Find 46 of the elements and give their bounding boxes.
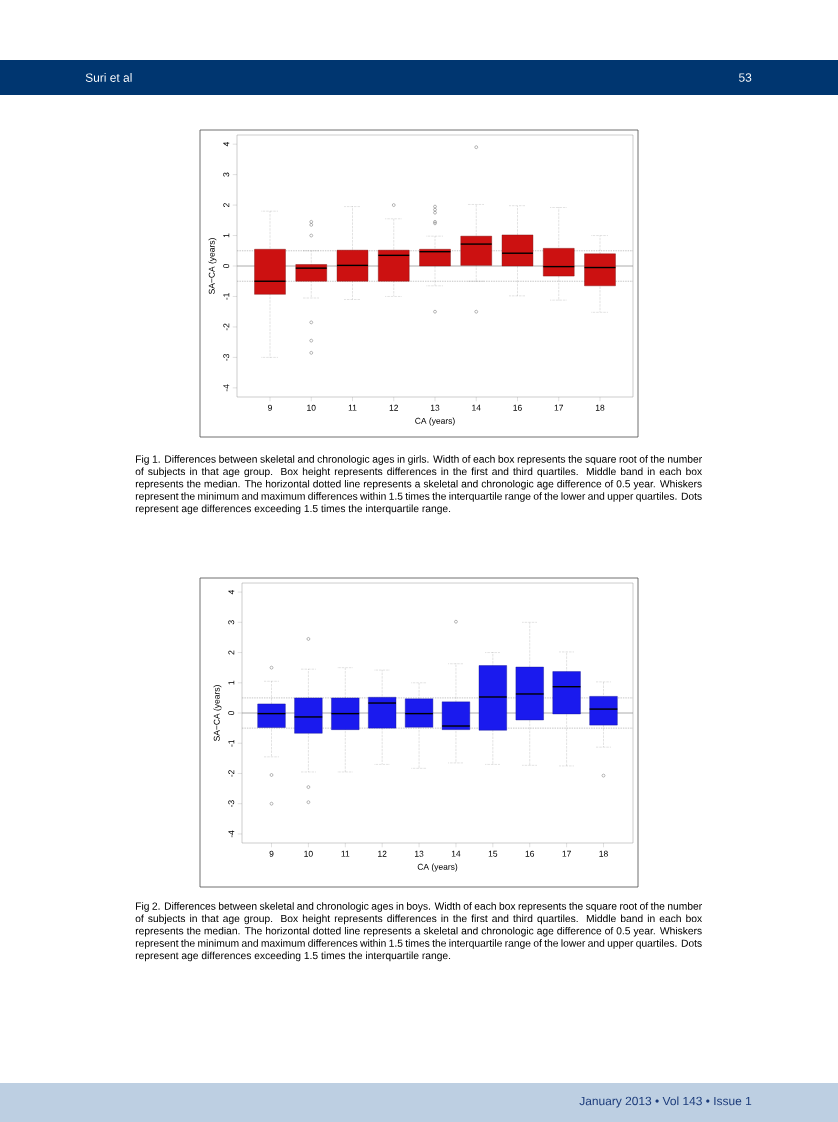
y-axis-title: SA−CA (years): [213, 685, 222, 741]
y-tick-label: 4: [223, 142, 230, 147]
x-tick-label: 15: [488, 850, 498, 857]
x-tick-label: 10: [307, 404, 316, 411]
y-tick-label: 3: [223, 172, 230, 177]
x-tick-label: 12: [378, 850, 387, 857]
y-tick-label: 2: [223, 203, 230, 208]
text: 53: [739, 73, 752, 82]
x-axis-title: CA (years): [417, 863, 458, 872]
y-tick-label: 0: [223, 263, 230, 269]
text: Suri et al: [85, 73, 132, 82]
caption: Fig 1. Differences between skeletal and chronologic ages in girls. Width of each box represents the square root of the number of subjects in that age group. Box height represents differences in the first and third quartiles. Middle band in each box represents the median. The horizontal dotted line represents a skeletal and chronologic age difference of 0.5 year. Whiskers represent the minimum and maximum differences within 1.5 times the interquartile range of the lower and upper quartiles. Dots represent age differences exceeding 1.5 times the interquartile range.: [135, 455, 702, 515]
x-tick-label: 17: [562, 850, 571, 857]
caption: Fig 2. Differences between skeletal and chronologic ages in boys. Width of each box represents the square root of the number of subjects in that age group. Box height represents differences in the first and third quartiles. Middle band in each box represents the median. The horizontal dotted line represents a skeletal and chronologic age difference of 0.5 year. Whiskers represent the minimum and maximum differences within 1.5 times the interquartile range of the lower and upper quartiles. Dots represent age differences exceeding 1.5 times the interquartile range.: [135, 902, 702, 962]
x-tick-label: 12: [389, 404, 399, 411]
x-tick-label: 14: [472, 404, 481, 411]
x-tick-label: 16: [513, 404, 522, 411]
y-tick-label: -4: [223, 384, 230, 392]
y-tick-label: 0: [228, 710, 235, 716]
y-tick-label: 1: [223, 233, 230, 238]
x-axis-title: CA (years): [415, 417, 455, 426]
x-tick-label: 13: [430, 404, 440, 411]
y-tick-label: -2: [223, 323, 230, 331]
x-tick-label: 16: [525, 850, 535, 857]
y-tick-label: 4: [228, 589, 235, 595]
x-tick-label: 9: [269, 850, 274, 857]
x-tick-label: 11: [348, 404, 357, 411]
x-tick-label: 18: [595, 404, 605, 411]
x-tick-label: 11: [341, 850, 350, 857]
y-tick-label: -2: [228, 770, 235, 777]
y-tick-label: 2: [228, 650, 235, 655]
y-axis-title: SA−CA (years): [208, 238, 217, 294]
x-tick-label: 13: [414, 850, 424, 857]
y-tick-label: -3: [228, 800, 235, 808]
x-tick-label: 18: [599, 850, 608, 857]
y-tick-label: -3: [223, 354, 230, 361]
x-tick-label: 10: [304, 850, 313, 857]
x-tick-label: 9: [268, 404, 272, 411]
y-tick-label: -1: [223, 293, 230, 300]
y-tick-label: 3: [228, 620, 235, 625]
y-tick-label: -1: [228, 739, 235, 747]
y-tick-label: 1: [228, 680, 235, 685]
x-tick-label: 14: [451, 850, 461, 857]
y-tick-label: -4: [228, 830, 235, 838]
x-tick-label: 17: [554, 404, 564, 411]
text: January 2013 • Vol 143 • Issue 1: [579, 1096, 752, 1108]
